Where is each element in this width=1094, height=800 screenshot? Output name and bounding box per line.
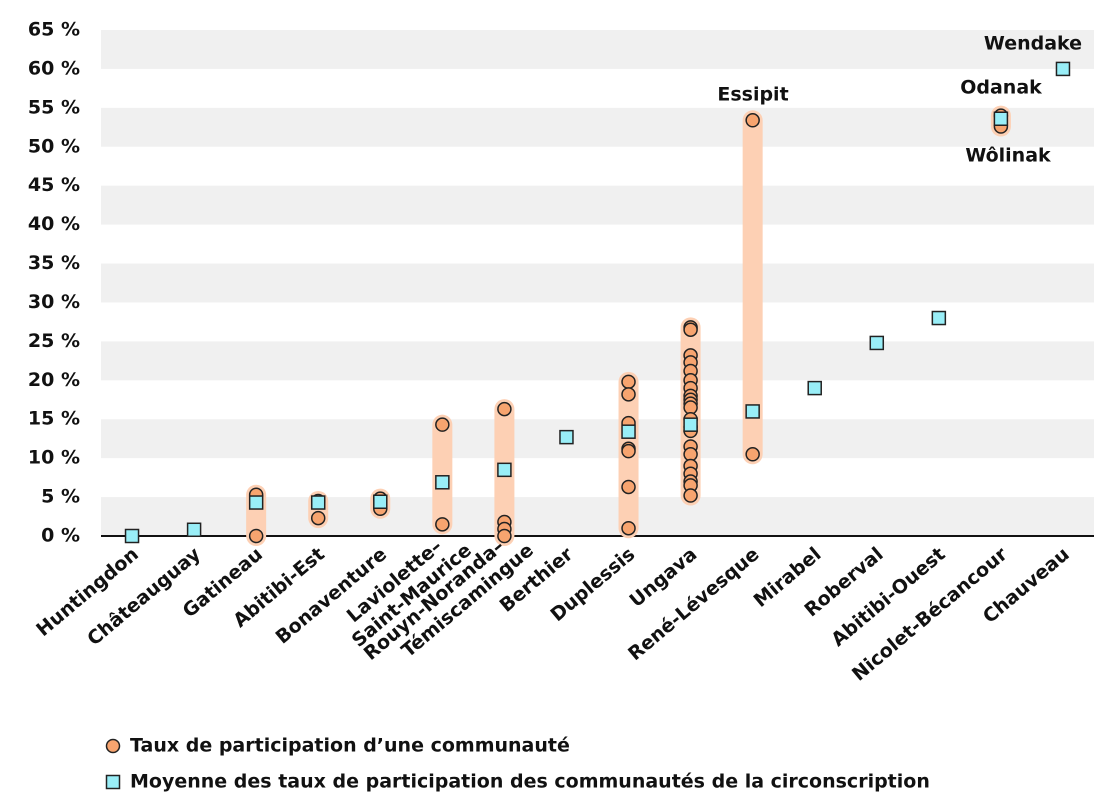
average-square xyxy=(869,335,885,351)
grid-band xyxy=(101,497,1094,536)
community-dot xyxy=(621,520,636,536)
community-dot xyxy=(248,528,264,544)
y-tick-label: 20 % xyxy=(28,369,80,391)
community-dot xyxy=(497,528,512,544)
y-tick-label: 5 % xyxy=(41,486,80,508)
average-square xyxy=(993,111,1009,126)
y-tick-label: 35 % xyxy=(28,252,80,274)
average-square xyxy=(1055,61,1071,77)
annotation: Essipit xyxy=(717,84,788,106)
y-tick-label: 15 % xyxy=(28,408,80,430)
y-tick-label: 65 % xyxy=(28,19,80,41)
community-dot xyxy=(310,510,326,526)
average-square xyxy=(559,429,574,445)
y-tick-label: 40 % xyxy=(28,213,80,235)
community-dot xyxy=(621,479,636,495)
community-dot xyxy=(745,447,760,462)
annotation: Wôlinak xyxy=(965,145,1051,167)
community-dot xyxy=(683,322,698,337)
average-square xyxy=(435,475,450,490)
range-bar xyxy=(742,110,763,465)
community-dot xyxy=(435,517,450,532)
community-dot xyxy=(621,443,636,459)
y-tick-label: 55 % xyxy=(28,96,80,118)
grid-band xyxy=(101,30,1094,69)
grid-band xyxy=(101,263,1094,303)
annotation: Odanak xyxy=(960,77,1042,99)
y-tick-label: 30 % xyxy=(28,291,80,313)
average-square xyxy=(248,495,264,510)
x-tick-label: Huntingdon xyxy=(32,543,143,641)
average-square xyxy=(931,310,947,326)
community-dot xyxy=(621,374,636,390)
community-dot xyxy=(745,113,760,128)
average-square xyxy=(683,417,698,432)
legend-label: Moyenne des taux de participation des co… xyxy=(130,771,930,793)
average-square xyxy=(124,528,140,544)
y-tick-label: 50 % xyxy=(28,135,80,157)
legend-label: Taux de participation d’une communauté xyxy=(130,735,570,757)
x-tick-label: Châteauguay xyxy=(83,543,205,650)
average-square xyxy=(621,424,636,439)
average-square xyxy=(373,494,388,509)
grid-band xyxy=(101,185,1094,225)
legend-marker xyxy=(105,774,121,790)
average-square xyxy=(745,404,760,419)
community-dot xyxy=(683,488,698,503)
grid-band xyxy=(101,419,1094,459)
average-square xyxy=(186,522,202,538)
legend-marker xyxy=(105,738,121,754)
annotation: Wendake xyxy=(984,33,1082,55)
range-bar xyxy=(432,414,453,535)
average-square xyxy=(497,462,512,478)
average-square xyxy=(310,495,326,510)
average-square xyxy=(807,380,822,396)
community-dot xyxy=(497,401,512,417)
y-tick-label: 0 % xyxy=(41,525,80,547)
y-tick-label: 25 % xyxy=(28,330,80,352)
grid-band xyxy=(101,107,1094,147)
community-dot xyxy=(435,417,450,432)
y-tick-label: 10 % xyxy=(28,447,80,469)
community-dot xyxy=(621,387,636,402)
y-tick-label: 45 % xyxy=(28,174,80,196)
grid-band xyxy=(101,341,1094,381)
y-tick-label: 60 % xyxy=(28,57,80,79)
